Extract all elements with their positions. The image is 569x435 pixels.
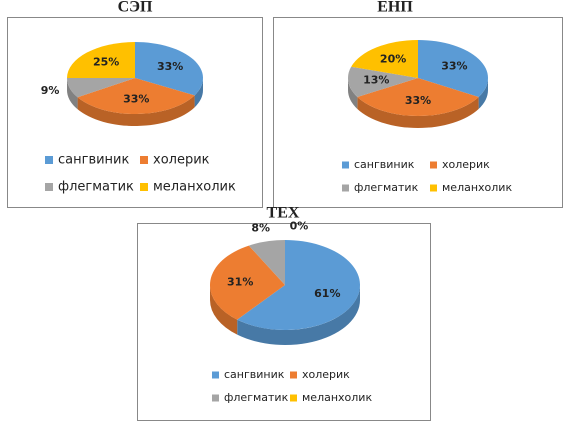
pie-chart: ЕНП 33% 33% 13% 20% сангвиник холерик флегматик… — [273, 0, 563, 208]
slice-side — [357, 97, 479, 128]
value-label: 13% — [363, 74, 389, 87]
slice — [248, 240, 285, 285]
value-label: 0% — [290, 220, 309, 233]
slice — [135, 41, 204, 96]
slice-side — [194, 78, 204, 108]
legend-swatch — [140, 183, 148, 191]
slice-side — [237, 285, 360, 345]
slice — [77, 78, 195, 115]
legend-label: сангвиник — [354, 158, 415, 171]
legend-swatch — [140, 156, 148, 164]
slice — [418, 40, 488, 97]
legend-label: меланхолик — [153, 180, 236, 195]
legend-swatch — [290, 371, 297, 379]
legend-label: флегматик — [224, 391, 289, 404]
legend-swatch — [342, 184, 349, 192]
legend-swatch — [45, 183, 53, 191]
value-label: 33% — [157, 60, 183, 73]
value-label: 25% — [93, 56, 119, 69]
slice-side — [478, 78, 488, 109]
legend-swatch — [212, 394, 219, 402]
slice — [67, 78, 135, 98]
slice — [210, 245, 285, 320]
value-label: 20% — [380, 53, 406, 66]
legend-label: сангвиник — [224, 368, 285, 381]
pie-chart: СЭП 33% 33% 9% 25% сангвиник холерик флегматик м… — [7, 0, 263, 208]
legend-label: меланхолик — [302, 391, 372, 404]
legend-label: холерик — [153, 153, 210, 168]
legend-label: флегматик — [58, 180, 134, 195]
slice-side — [67, 78, 78, 110]
value-label: 31% — [227, 275, 253, 288]
legend-swatch — [290, 394, 297, 402]
value-label: 33% — [405, 94, 431, 107]
slice — [237, 240, 360, 330]
legend-label: холерик — [442, 158, 490, 171]
legend-label: флегматик — [354, 181, 419, 194]
slice-side — [348, 78, 358, 109]
chart-title: ТЕХ — [267, 205, 300, 222]
legend-label: холерик — [302, 368, 350, 381]
legend-swatch — [342, 161, 349, 169]
slice-side — [210, 285, 238, 335]
value-label: 33% — [441, 60, 467, 73]
chart-title: ЕНП — [377, 0, 413, 16]
value-label: 61% — [314, 287, 340, 300]
chart-title: СЭП — [118, 0, 153, 16]
legend-label: меланхолик — [442, 181, 512, 194]
legend-swatch — [430, 161, 437, 169]
value-label: 8% — [251, 221, 270, 234]
slice — [348, 66, 418, 97]
slice — [351, 40, 418, 78]
slice-side — [77, 95, 195, 127]
value-label: 9% — [41, 84, 60, 97]
value-label: 33% — [123, 93, 149, 106]
legend-swatch — [212, 371, 219, 379]
pie-chart: ТЕХ 61% 31% 8% 0% сангвиник холерик флегматик ме… — [137, 205, 431, 421]
slice — [67, 42, 135, 78]
legend-swatch — [45, 156, 53, 164]
legend-swatch — [430, 184, 437, 192]
legend-label: сангвиник — [58, 153, 130, 168]
